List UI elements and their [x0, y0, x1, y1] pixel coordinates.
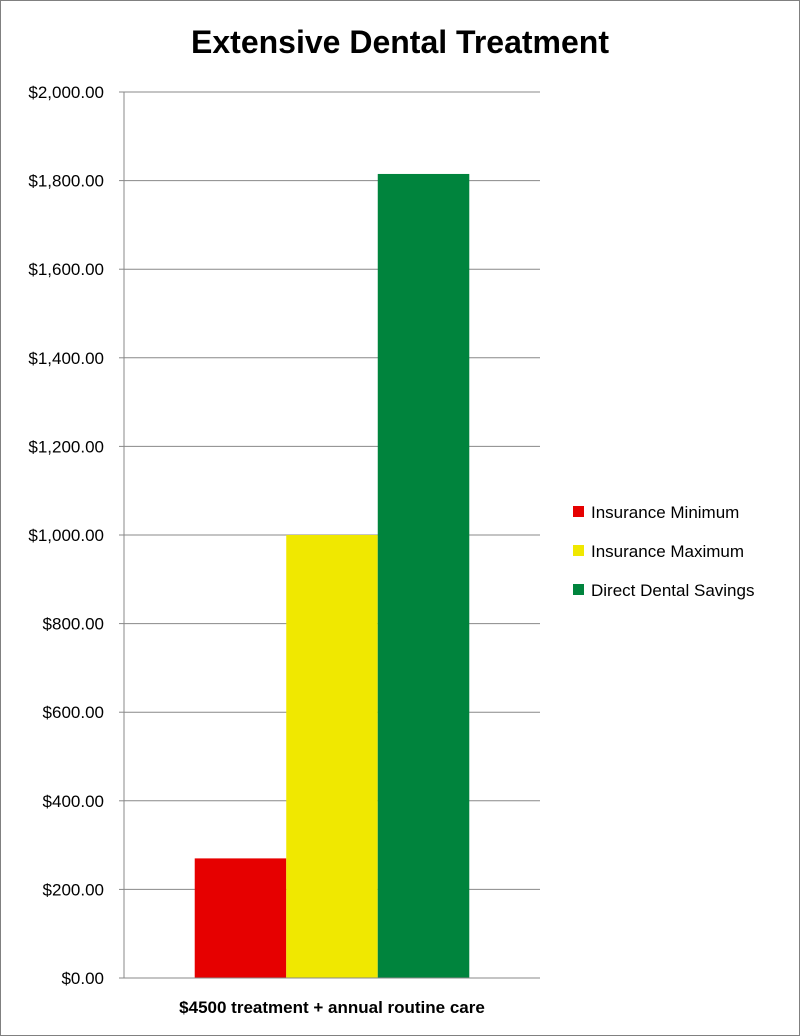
y-tick-label: $2,000.00: [28, 83, 104, 102]
legend-swatch: [573, 506, 584, 517]
legend-label: Insurance Minimum: [591, 503, 739, 522]
y-tick-label: $400.00: [43, 792, 104, 811]
y-tick-label: $0.00: [61, 969, 104, 988]
gridlines: [124, 91, 540, 890]
y-tick-label: $1,600.00: [28, 260, 104, 279]
legend: Insurance Minimum Insurance Maximum Direct…: [573, 503, 754, 600]
y-tick-label: $1,000.00: [28, 526, 104, 545]
legend-label: Direct Dental Savings: [591, 581, 754, 600]
y-tick-label: $800.00: [43, 615, 104, 634]
y-tick-label: $600.00: [43, 703, 104, 722]
legend-label: Insurance Maximum: [591, 542, 744, 561]
legend-swatch: [573, 545, 584, 556]
y-tick-label: $1,400.00: [28, 349, 104, 368]
x-category-label: $4500 treatment + annual routine care: [179, 998, 485, 1017]
y-tick-label: $1,200.00: [28, 437, 104, 456]
y-axis-ticks: $0.00 $200.00 $400.00 $600.00 $800.00 $1,000.…: [28, 83, 124, 988]
bar-insurance-maximum: [286, 535, 378, 978]
bar-direct-dental-savings: [377, 173, 470, 978]
legend-swatch: [573, 584, 584, 595]
bars: [194, 173, 470, 978]
chart-title: Extensive Dental Treatment: [191, 24, 609, 60]
y-tick-label: $200.00: [43, 880, 104, 899]
y-tick-label: $1,800.00: [28, 172, 104, 191]
bar-insurance-minimum: [194, 858, 287, 978]
